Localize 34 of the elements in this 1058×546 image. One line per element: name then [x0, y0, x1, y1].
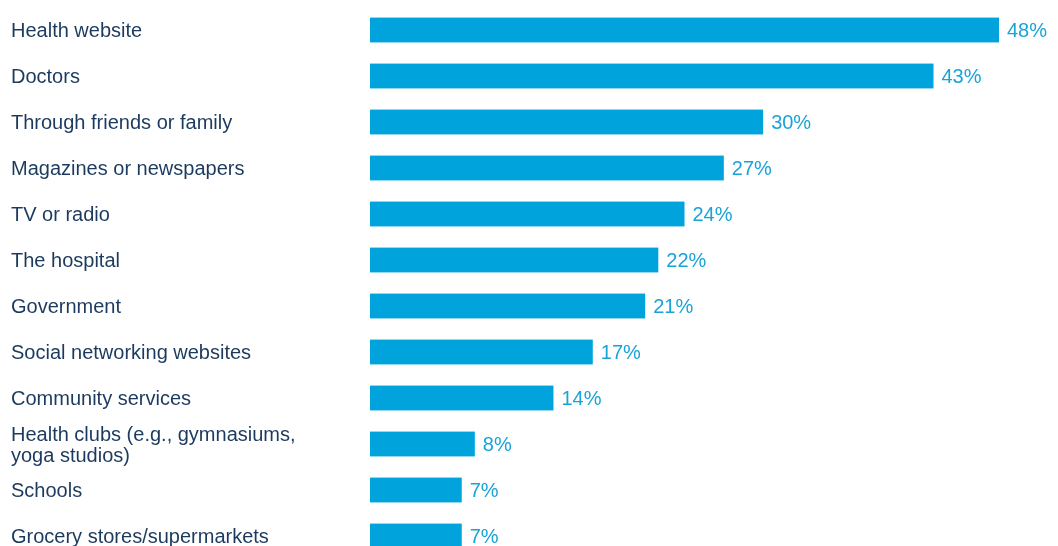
y-tick-label: Doctors: [11, 65, 80, 87]
bar: [370, 201, 685, 227]
bar: [370, 109, 764, 135]
bar: [370, 63, 934, 89]
y-tick-label: Magazines or newspapers: [11, 157, 245, 179]
data-label: 22%: [666, 249, 707, 271]
data-label: 14%: [561, 387, 602, 409]
bar: [370, 155, 724, 181]
data-label: 30%: [771, 111, 812, 133]
y-tick-label: Schools: [11, 479, 83, 501]
data-label: 43%: [941, 65, 982, 87]
bar: [370, 247, 659, 273]
bar: [370, 477, 462, 503]
data-label: 7%: [469, 525, 499, 546]
data-label: 27%: [731, 157, 773, 179]
bar: [370, 431, 475, 457]
data-label: 48%: [1007, 19, 1048, 41]
data-label: 24%: [692, 203, 733, 225]
bar: [370, 385, 554, 411]
y-tick-label: Community services: [11, 387, 192, 409]
bar: [370, 293, 646, 319]
y-tick-label: Health clubs (e.g., gymnasiums, yoga studios): [11, 422, 296, 466]
y-tick-label: TV or radio: [11, 203, 110, 225]
data-label: 21%: [653, 295, 694, 317]
data-label: 17%: [600, 341, 642, 363]
data-label: 7%: [469, 479, 499, 501]
y-tick-label: Through friends or family: [11, 111, 233, 133]
y-tick-label: The hospital: [11, 249, 120, 271]
data-label: 8%: [482, 433, 512, 455]
y-tick-label: Health website: [11, 19, 143, 41]
bar: [370, 339, 593, 365]
y-tick-label: Social networking websites: [11, 341, 252, 363]
bar: [370, 17, 999, 43]
y-tick-label: Government: [11, 295, 122, 317]
